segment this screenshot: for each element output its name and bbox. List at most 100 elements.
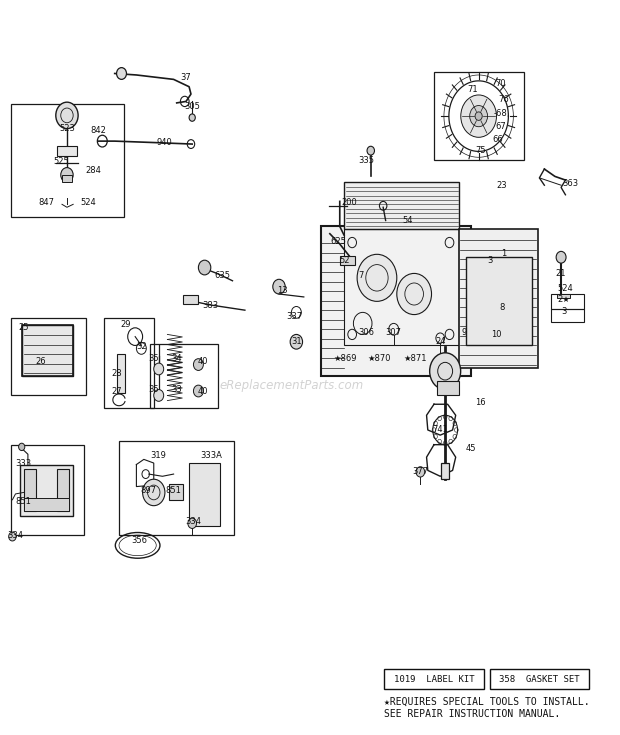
Text: 37: 37 bbox=[180, 73, 192, 82]
Text: 333A: 333A bbox=[200, 451, 222, 460]
Bar bbox=[441, 463, 449, 479]
Bar bbox=[340, 256, 355, 265]
Text: eReplacementParts.com: eReplacementParts.com bbox=[219, 379, 363, 392]
Text: 284: 284 bbox=[85, 166, 101, 175]
Bar bbox=[434, 72, 524, 160]
Text: 524: 524 bbox=[81, 198, 97, 207]
Text: 33: 33 bbox=[171, 385, 182, 394]
Bar bbox=[11, 445, 84, 535]
Text: 3: 3 bbox=[562, 307, 567, 316]
Bar bbox=[117, 354, 125, 393]
Text: ★869: ★869 bbox=[333, 354, 356, 363]
Bar bbox=[551, 294, 584, 309]
Bar bbox=[490, 669, 589, 689]
Text: ★870: ★870 bbox=[368, 354, 391, 363]
Circle shape bbox=[475, 112, 482, 121]
Text: 40: 40 bbox=[198, 357, 208, 366]
Text: 363: 363 bbox=[562, 179, 578, 188]
Text: 16: 16 bbox=[475, 398, 486, 407]
Circle shape bbox=[193, 385, 203, 397]
Text: 335: 335 bbox=[358, 156, 374, 165]
Bar bbox=[397, 351, 433, 368]
Circle shape bbox=[9, 532, 16, 541]
Text: 8: 8 bbox=[500, 303, 505, 312]
Text: 356: 356 bbox=[131, 536, 148, 545]
Bar bbox=[104, 318, 154, 408]
Text: 3: 3 bbox=[487, 257, 492, 265]
Bar bbox=[384, 669, 484, 689]
Bar bbox=[24, 469, 36, 511]
Text: 9: 9 bbox=[461, 328, 466, 337]
Bar bbox=[24, 498, 69, 511]
Circle shape bbox=[154, 390, 164, 401]
Text: 52: 52 bbox=[340, 256, 350, 265]
Bar bbox=[344, 229, 459, 345]
Bar bbox=[22, 325, 73, 376]
Bar bbox=[189, 463, 220, 526]
Circle shape bbox=[154, 363, 164, 375]
Text: 71: 71 bbox=[467, 85, 478, 94]
Text: 45: 45 bbox=[466, 444, 476, 453]
Text: 25: 25 bbox=[19, 323, 29, 331]
Text: 741: 741 bbox=[432, 425, 448, 434]
Text: 524: 524 bbox=[557, 284, 574, 293]
Text: 523: 523 bbox=[59, 124, 75, 133]
Bar bbox=[321, 226, 471, 376]
Text: ★871: ★871 bbox=[404, 354, 427, 363]
Text: 635: 635 bbox=[214, 271, 230, 280]
Bar bbox=[327, 351, 361, 368]
Bar bbox=[57, 146, 77, 156]
Text: 35: 35 bbox=[148, 385, 159, 394]
Text: 2★: 2★ bbox=[558, 295, 570, 304]
Text: 28: 28 bbox=[111, 369, 122, 378]
Circle shape bbox=[416, 467, 425, 477]
Circle shape bbox=[19, 443, 25, 451]
Circle shape bbox=[430, 353, 461, 390]
Text: 10: 10 bbox=[491, 330, 501, 339]
Bar bbox=[11, 104, 124, 217]
Text: 306: 306 bbox=[358, 328, 374, 337]
Text: 940: 940 bbox=[156, 138, 172, 147]
Text: 307: 307 bbox=[386, 328, 402, 337]
Text: 40: 40 bbox=[198, 387, 208, 395]
Text: 897: 897 bbox=[141, 487, 157, 495]
Bar bbox=[361, 351, 397, 368]
Bar bbox=[437, 381, 459, 395]
Circle shape bbox=[198, 260, 211, 275]
Text: 23: 23 bbox=[497, 181, 508, 190]
Text: 851: 851 bbox=[166, 487, 182, 495]
Text: 76: 76 bbox=[498, 95, 509, 104]
Text: 625: 625 bbox=[330, 237, 347, 245]
Text: 13: 13 bbox=[277, 286, 288, 295]
Text: 70: 70 bbox=[495, 79, 507, 88]
Bar bbox=[557, 294, 570, 298]
Text: 383: 383 bbox=[203, 301, 219, 309]
Text: 1019  LABEL KIT: 1019 LABEL KIT bbox=[394, 675, 474, 684]
Text: 29: 29 bbox=[120, 320, 130, 329]
Circle shape bbox=[470, 106, 487, 126]
Text: 75: 75 bbox=[475, 146, 486, 155]
Circle shape bbox=[193, 359, 203, 370]
Bar bbox=[11, 318, 86, 395]
Bar bbox=[62, 175, 72, 182]
Text: 333: 333 bbox=[16, 459, 32, 467]
Text: 26: 26 bbox=[35, 357, 46, 366]
Text: 525: 525 bbox=[53, 157, 69, 166]
Text: 842: 842 bbox=[90, 126, 106, 135]
Text: 377: 377 bbox=[412, 467, 428, 476]
Text: 34: 34 bbox=[171, 354, 182, 363]
Text: 21: 21 bbox=[556, 269, 566, 278]
Circle shape bbox=[143, 479, 165, 506]
Text: 200: 200 bbox=[342, 198, 358, 207]
Text: 7: 7 bbox=[358, 271, 363, 280]
Circle shape bbox=[189, 114, 195, 121]
Bar bbox=[344, 182, 459, 229]
Bar bbox=[169, 484, 183, 500]
Bar bbox=[459, 229, 538, 368]
Bar bbox=[466, 257, 532, 345]
Bar bbox=[150, 344, 218, 408]
Circle shape bbox=[367, 146, 374, 155]
Text: 319: 319 bbox=[150, 451, 166, 460]
Text: 358  GASKET SET: 358 GASKET SET bbox=[499, 675, 580, 684]
Circle shape bbox=[117, 68, 126, 79]
